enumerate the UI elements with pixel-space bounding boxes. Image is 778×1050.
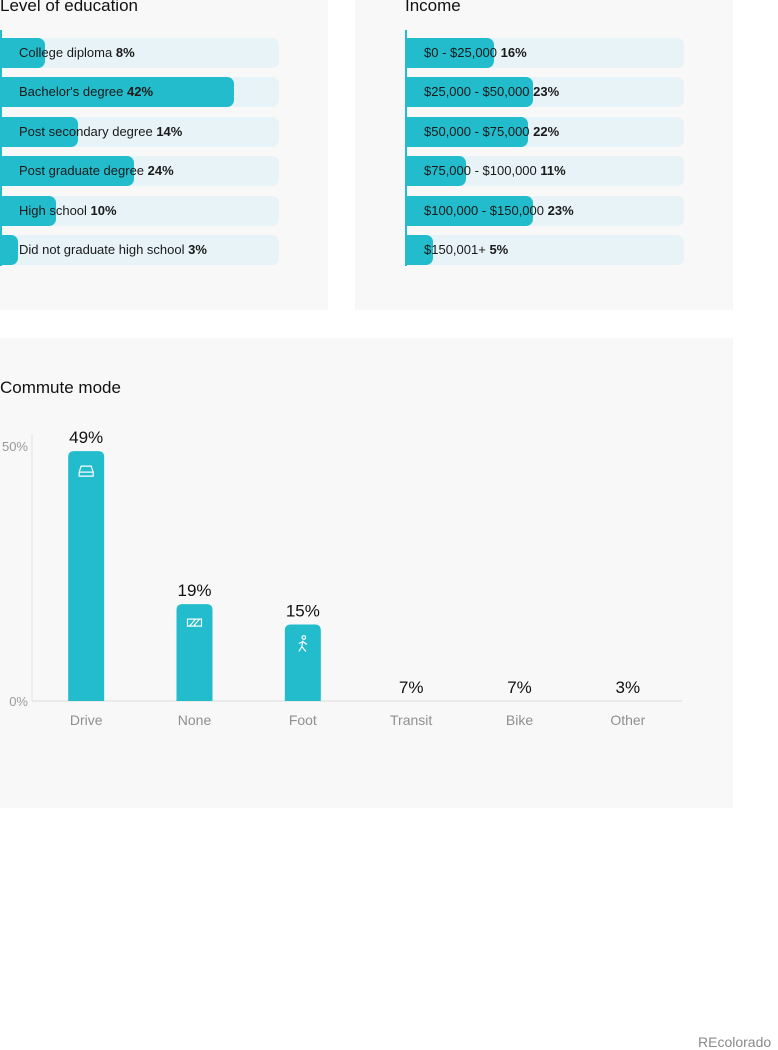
income-bar-fill [405, 235, 433, 265]
income-bar-track [405, 235, 684, 265]
education-row: Bachelor's degree 42% [0, 77, 279, 108]
y-tick-label: 0% [9, 694, 28, 709]
income-axis-line [405, 30, 407, 266]
category-label-other: Other [610, 712, 645, 728]
value-label-bike: 7% [507, 678, 532, 697]
car-icon [78, 465, 94, 477]
income-row-label: $50,000 - $75,000 22% [424, 117, 559, 147]
education-bar-fill [0, 195, 56, 226]
income-value: 5% [489, 242, 509, 257]
income-value: 23% [547, 202, 574, 218]
education-bar-fill [0, 116, 79, 147]
income-category: $50,000 - $75,000 [424, 123, 534, 139]
education-row: Post graduate degree 24% [0, 156, 279, 187]
education-row-label: Post secondary degree 14% [19, 117, 182, 147]
income-value: 23% [533, 84, 560, 100]
income-category: $100,000 - $150,000 [424, 202, 548, 218]
income-bar-fill [405, 195, 534, 226]
commute-title: Commute mode [0, 378, 121, 397]
income-category: $75,000 - $100,000 [424, 163, 541, 179]
category-label-bike: Bike [506, 712, 533, 728]
bar-none [176, 604, 213, 701]
education-row-label: Post graduate degree 24% [19, 156, 174, 186]
income-value: 22% [533, 123, 560, 139]
education-bar-fill [0, 77, 235, 108]
education-value: 3% [188, 242, 207, 257]
education-axis-line [0, 30, 2, 266]
income-row-label: $150,001+ 5% [424, 235, 508, 265]
education-value: 24% [147, 163, 174, 179]
education-category: High school [19, 202, 91, 218]
value-label-none: 19% [177, 581, 211, 600]
education-category: Post secondary degree [19, 123, 157, 139]
income-row: $25,000 - $50,000 23% [405, 77, 684, 108]
education-bar-track [0, 235, 279, 265]
education-row: Post secondary degree 14% [0, 116, 279, 147]
income-value: 16% [500, 45, 527, 60]
income-row-label: $0 - $25,000 16% [424, 38, 527, 68]
income-category: $150,001+ [424, 242, 490, 257]
income-panel: Income $0 - $25,000 16% $25,000 - $50,000… [355, 0, 733, 310]
education-panel: Level of education College diploma 8% Bac… [0, 0, 328, 310]
y-tick-label: 50% [2, 439, 28, 454]
category-label-foot: Foot [289, 712, 317, 728]
education-bar-fill [0, 156, 134, 187]
no-commute-icon [186, 618, 203, 627]
education-row-label: College diploma 8% [19, 38, 135, 68]
income-category: $25,000 - $50,000 [424, 84, 534, 100]
income-bar-fill [405, 38, 495, 68]
income-row: $100,000 - $150,000 23% [405, 195, 684, 226]
education-row: Did not graduate high school 3% [0, 235, 279, 265]
category-label-transit: Transit [390, 712, 432, 728]
value-label-other: 3% [616, 678, 641, 697]
income-row-label: $75,000 - $100,000 11% [424, 156, 566, 186]
education-category: Bachelor's degree [19, 84, 127, 100]
income-category: $0 - $25,000 [424, 45, 501, 60]
education-row: High school 10% [0, 195, 279, 226]
walking-icon [298, 635, 308, 652]
education-bar-fill [0, 38, 45, 68]
income-row: $0 - $25,000 16% [405, 38, 684, 68]
income-row: $50,000 - $75,000 22% [405, 116, 684, 147]
education-value: 42% [127, 84, 154, 100]
bar-foot [284, 624, 321, 701]
education-bar-track [0, 38, 279, 68]
bar-drive [68, 451, 105, 701]
education-row-label: Did not graduate high school 3% [19, 235, 207, 265]
education-category: College diploma [19, 45, 116, 60]
income-row: $150,001+ 5% [405, 235, 684, 265]
education-title: Level of education [0, 0, 138, 15]
income-bar-fill [405, 116, 528, 147]
education-row-label: Bachelor's degree 42% [19, 77, 153, 107]
income-row-label: $100,000 - $150,000 23% [424, 196, 574, 226]
income-row-label: $25,000 - $50,000 23% [424, 77, 559, 107]
education-category: Post graduate degree [19, 163, 148, 179]
category-label-drive: Drive [70, 712, 103, 728]
income-bar-fill [405, 77, 534, 108]
education-value: 8% [115, 45, 135, 60]
income-row: $75,000 - $100,000 11% [405, 156, 684, 187]
income-bar-fill [405, 156, 467, 187]
income-bars: $0 - $25,000 16% $25,000 - $50,000 23% $50… [405, 38, 684, 268]
education-bar-fill [0, 235, 18, 265]
value-label-transit: 7% [399, 678, 424, 697]
value-label-foot: 15% [286, 602, 320, 621]
income-title: Income [405, 0, 461, 15]
education-value: 10% [90, 202, 117, 218]
income-value: 11% [540, 163, 566, 179]
education-category: Did not graduate high school [19, 242, 189, 257]
education-row: College diploma 8% [0, 38, 279, 68]
education-value: 14% [156, 123, 183, 139]
footer-brand: REcolorado [698, 1034, 772, 1050]
commute-panel: Commute mode 0% 50% 49% Drive 19% None 15% Foot… [0, 338, 733, 808]
category-label-none: None [178, 712, 212, 728]
commute-chart-svg: 0% 50% 49% Drive 19% None 15% Foot 7% Transit 7% Bi… [2, 428, 682, 728]
education-row-label: High school 10% [19, 196, 117, 226]
value-label-drive: 49% [69, 428, 103, 447]
education-bars: College diploma 8% Bachelor's degree 42% P… [0, 38, 279, 268]
